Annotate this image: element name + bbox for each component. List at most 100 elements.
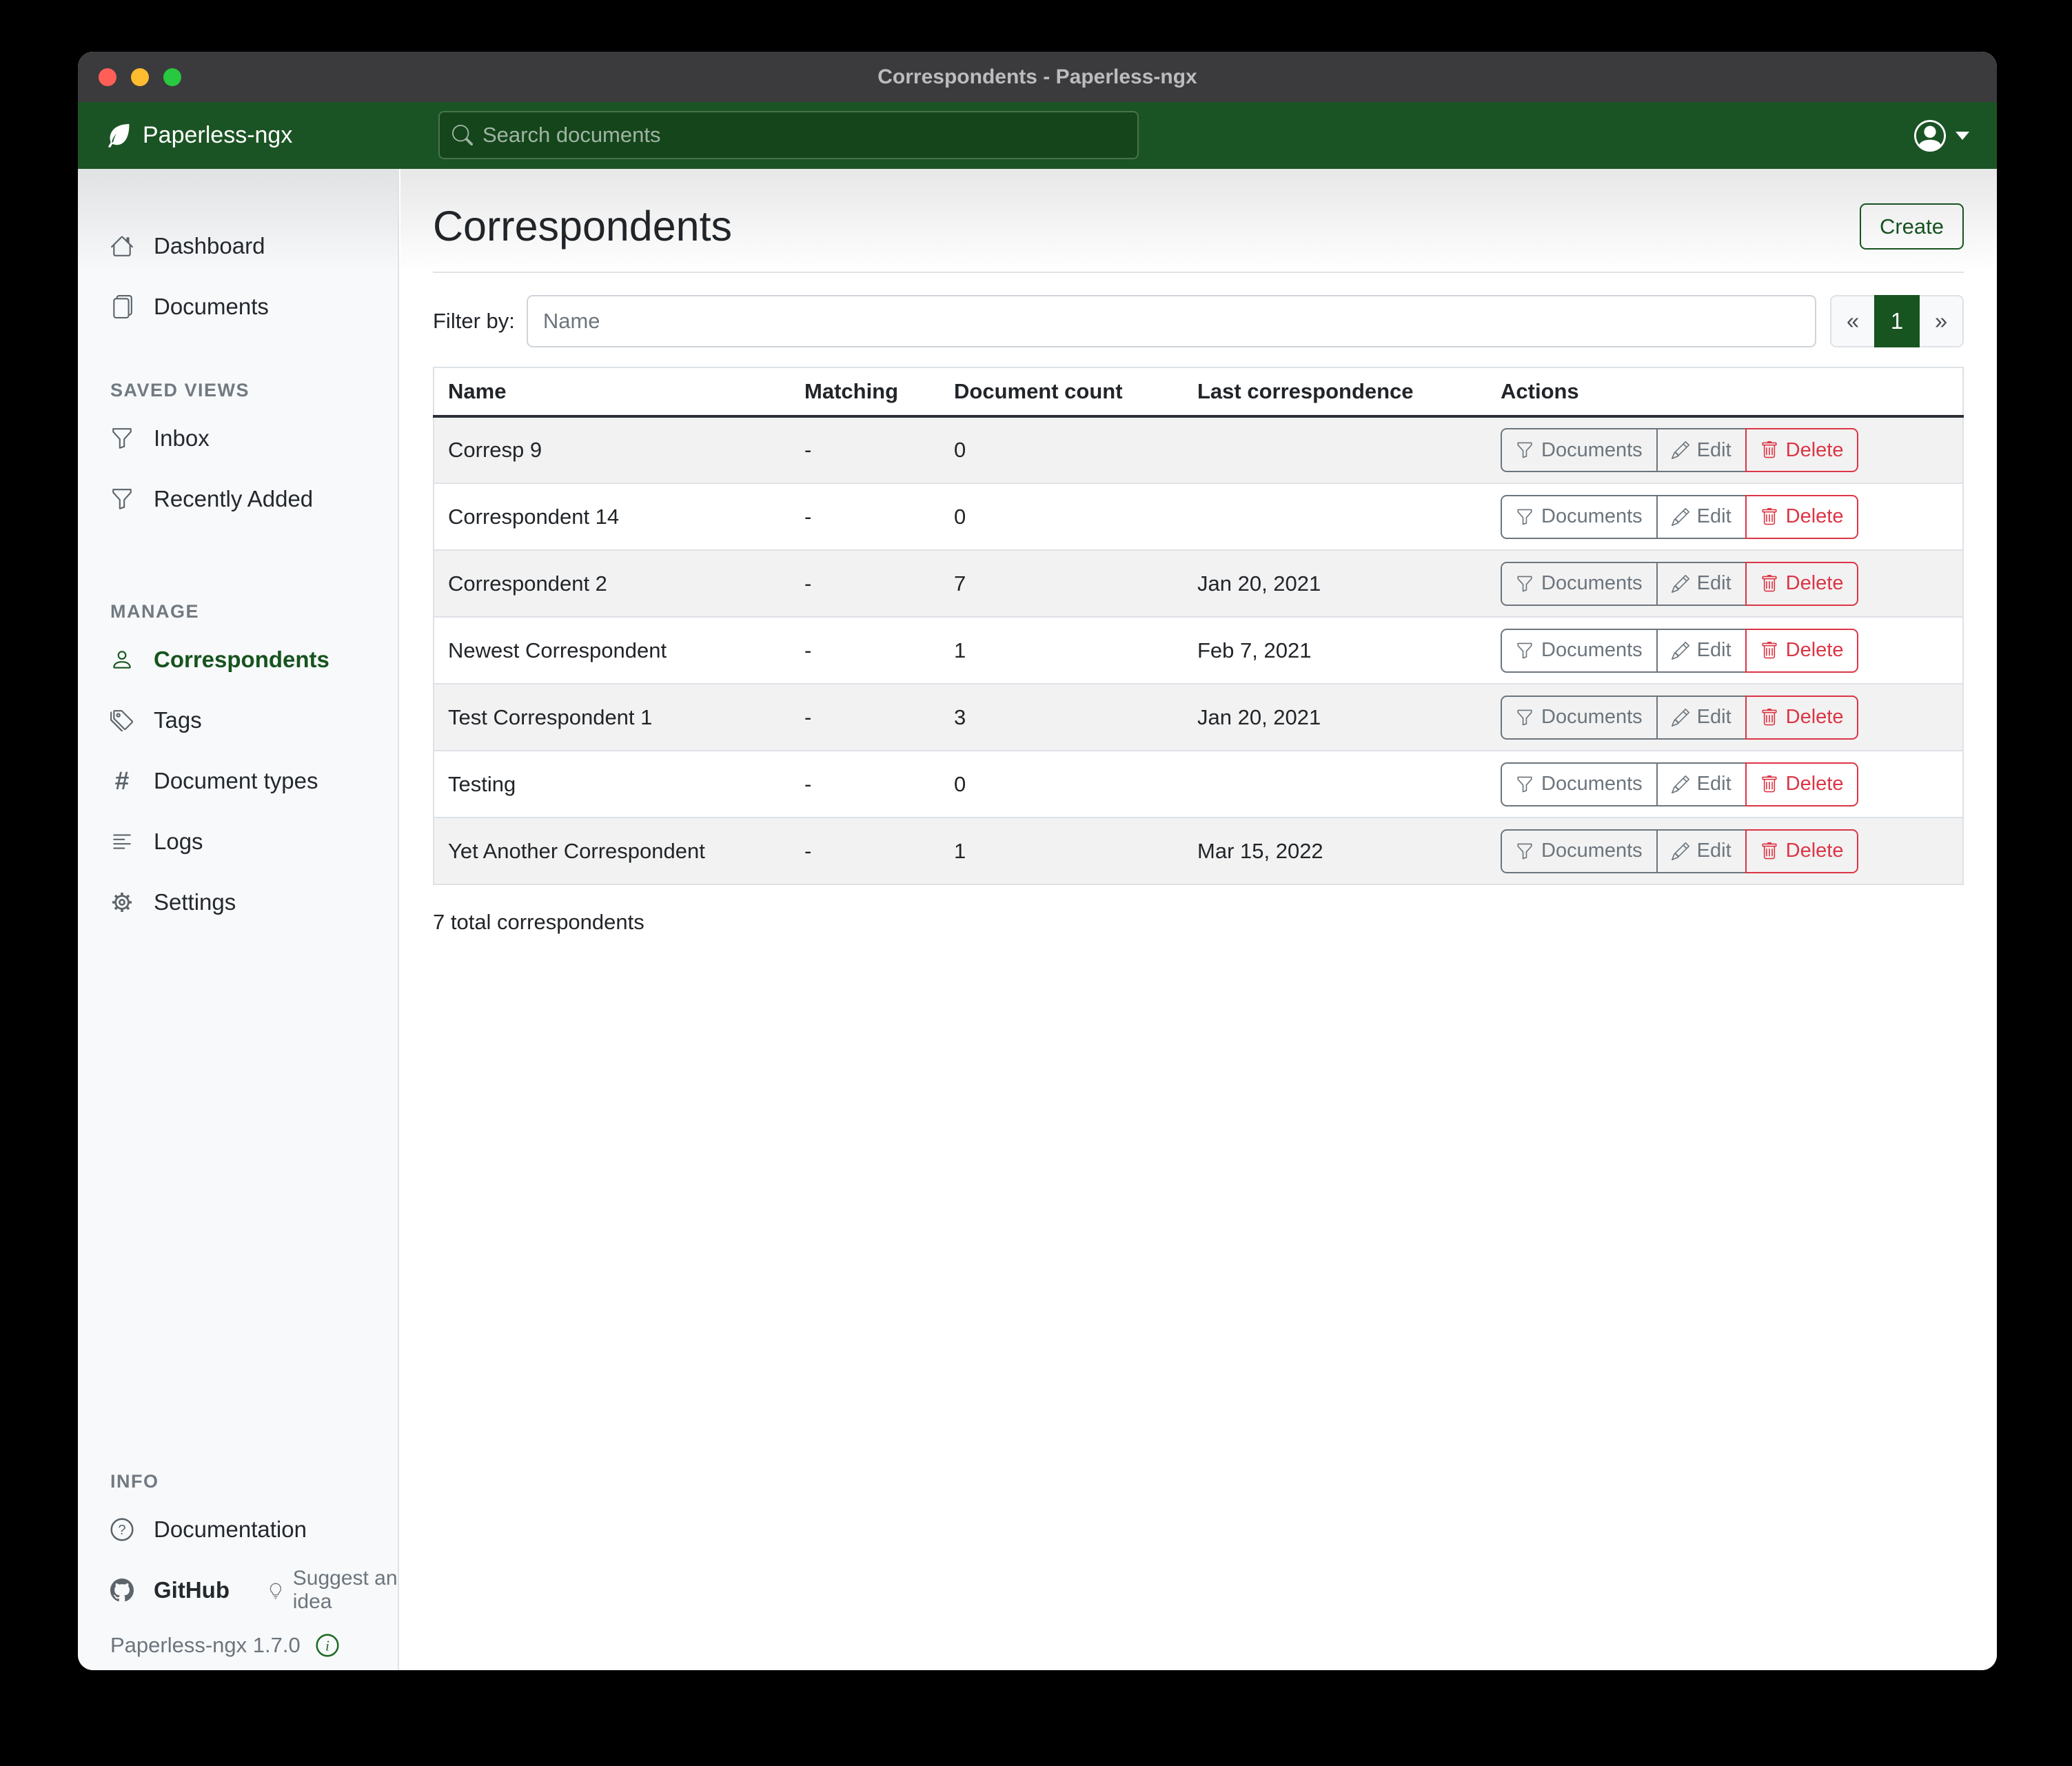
person-icon bbox=[113, 651, 131, 669]
search-input[interactable] bbox=[483, 123, 1125, 148]
last-correspondence-cell: Jan 20, 2021 bbox=[1197, 704, 1321, 729]
house-icon bbox=[111, 236, 133, 256]
sidebar-item-label: GitHub bbox=[154, 1577, 230, 1603]
correspondent-name-cell: Testing bbox=[448, 771, 516, 796]
delete-button[interactable]: Delete bbox=[1745, 762, 1859, 806]
edit-button-label: Edit bbox=[1696, 706, 1731, 729]
trash-icon bbox=[1762, 842, 1777, 859]
delete-button-label: Delete bbox=[1785, 639, 1844, 662]
column-header-name: Name bbox=[448, 379, 507, 404]
zoom-window-button[interactable] bbox=[163, 68, 181, 86]
user-avatar-icon bbox=[1914, 119, 1946, 152]
delete-button-label: Delete bbox=[1785, 773, 1844, 795]
close-window-button[interactable] bbox=[99, 68, 116, 86]
edit-button[interactable]: Edit bbox=[1656, 695, 1747, 740]
documents-button[interactable]: Documents bbox=[1501, 494, 1658, 539]
suggest-idea-label: Suggest an idea bbox=[292, 1567, 398, 1613]
matching-cell: - bbox=[804, 571, 812, 596]
funnel-icon bbox=[1517, 576, 1532, 591]
row-actions: Documents Edit Delete bbox=[1501, 428, 1859, 473]
correspondent-name-cell: Correspondent 2 bbox=[448, 571, 607, 596]
sidebar-item-label: Logs bbox=[154, 829, 203, 854]
correspondents-table: Name Matching Document count Last corres… bbox=[433, 367, 1964, 886]
create-button[interactable]: Create bbox=[1859, 203, 1964, 250]
pagination-next-button[interactable]: » bbox=[1918, 295, 1964, 348]
pencil-icon bbox=[1671, 441, 1689, 460]
edit-button[interactable]: Edit bbox=[1656, 561, 1747, 606]
edit-button[interactable]: Edit bbox=[1656, 762, 1747, 806]
sidebar-item-documents[interactable]: Documents bbox=[78, 276, 398, 337]
row-actions: Documents Edit Delete bbox=[1501, 695, 1859, 740]
lightbulb-icon bbox=[270, 1583, 282, 1599]
document-count-cell: 7 bbox=[954, 571, 966, 596]
actions-cell: Documents Edit Delete bbox=[1487, 483, 1963, 550]
sidebar-item-inbox[interactable]: Inbox bbox=[78, 408, 398, 469]
version-row: Paperless-ngx 1.7.0 i bbox=[110, 1633, 398, 1658]
sidebar-item-document-types[interactable]: # Document types bbox=[78, 751, 398, 811]
gear-icon bbox=[112, 892, 132, 913]
info-circle-icon[interactable]: i bbox=[316, 1634, 339, 1657]
sidebar-item-recently-added[interactable]: Recently Added bbox=[78, 469, 398, 529]
window-controls bbox=[99, 52, 181, 102]
pencil-icon bbox=[1671, 507, 1689, 526]
search-icon bbox=[452, 125, 473, 145]
pencil-icon bbox=[1671, 641, 1689, 660]
funnel-icon bbox=[1517, 509, 1532, 525]
documents-button-label: Documents bbox=[1541, 572, 1643, 595]
brand[interactable]: Paperless-ngx bbox=[78, 121, 292, 150]
delete-button[interactable]: Delete bbox=[1745, 829, 1859, 873]
user-menu-button[interactable] bbox=[1914, 102, 1969, 169]
delete-button[interactable]: Delete bbox=[1745, 695, 1859, 740]
row-actions: Documents Edit Delete bbox=[1501, 561, 1859, 606]
table-row: Yet Another Correspondent - 1 Mar 15, 20… bbox=[434, 818, 1963, 885]
edit-button[interactable]: Edit bbox=[1656, 428, 1747, 473]
row-actions: Documents Edit Delete bbox=[1501, 628, 1859, 673]
documents-button-label: Documents bbox=[1541, 505, 1643, 528]
documents-button[interactable]: Documents bbox=[1501, 628, 1658, 673]
filter-name-input[interactable] bbox=[526, 295, 1816, 348]
page-title: Correspondents bbox=[433, 203, 733, 250]
column-header-document-count: Document count bbox=[954, 379, 1123, 404]
minimize-window-button[interactable] bbox=[131, 68, 149, 86]
edit-button-label: Edit bbox=[1696, 840, 1731, 862]
documents-button[interactable]: Documents bbox=[1501, 829, 1658, 873]
documents-button-label: Documents bbox=[1541, 438, 1643, 461]
delete-button[interactable]: Delete bbox=[1745, 494, 1859, 539]
sidebar-item-label: Settings bbox=[154, 889, 236, 915]
delete-button[interactable]: Delete bbox=[1745, 628, 1859, 673]
trash-icon bbox=[1762, 775, 1777, 792]
sidebar-item-correspondents[interactable]: Correspondents bbox=[78, 629, 398, 690]
documents-button[interactable]: Documents bbox=[1501, 561, 1658, 606]
column-header-matching: Matching bbox=[804, 379, 899, 404]
suggest-idea-link[interactable]: Suggest an idea bbox=[268, 1567, 398, 1614]
documents-button[interactable]: Documents bbox=[1501, 762, 1658, 806]
correspondent-name-cell: Yet Another Correspondent bbox=[448, 838, 705, 863]
sidebar-item-tags[interactable]: Tags bbox=[78, 690, 398, 751]
sidebar-item-dashboard[interactable]: Dashboard bbox=[78, 216, 398, 276]
question-circle-icon: ? bbox=[110, 1518, 134, 1541]
sidebar-item-settings[interactable]: Settings bbox=[78, 872, 398, 933]
sidebar-item-documentation[interactable]: ? Documentation bbox=[78, 1499, 398, 1560]
pagination-prev-button[interactable]: « bbox=[1830, 295, 1876, 348]
main-content: Correspondents Create Filter by: « 1 » bbox=[400, 169, 1997, 1670]
pagination: « 1 » bbox=[1830, 295, 1964, 348]
documents-button[interactable]: Documents bbox=[1501, 428, 1658, 473]
sidebar-item-github[interactable]: GitHub bbox=[78, 1560, 230, 1621]
matching-cell: - bbox=[804, 704, 812, 729]
sidebar-nav: Dashboard Documents SAVED VIEWS Inbox bbox=[78, 169, 398, 933]
column-header-last-correspondence: Last correspondence bbox=[1197, 379, 1414, 404]
pagination-page-1-button[interactable]: 1 bbox=[1874, 295, 1920, 348]
filter-row: Filter by: « 1 » bbox=[433, 295, 1964, 348]
actions-cell: Documents Edit Delete bbox=[1487, 617, 1963, 684]
edit-button[interactable]: Edit bbox=[1656, 628, 1747, 673]
documents-button[interactable]: Documents bbox=[1501, 695, 1658, 740]
svg-text:?: ? bbox=[118, 1523, 125, 1538]
brand-label: Paperless-ngx bbox=[143, 122, 293, 148]
delete-button[interactable]: Delete bbox=[1745, 561, 1859, 606]
delete-button[interactable]: Delete bbox=[1745, 428, 1859, 473]
page-header: Correspondents Create bbox=[433, 169, 1964, 250]
hash-icon: # bbox=[114, 767, 130, 795]
edit-button[interactable]: Edit bbox=[1656, 494, 1747, 539]
edit-button[interactable]: Edit bbox=[1656, 829, 1747, 873]
sidebar-item-logs[interactable]: Logs bbox=[78, 811, 398, 872]
